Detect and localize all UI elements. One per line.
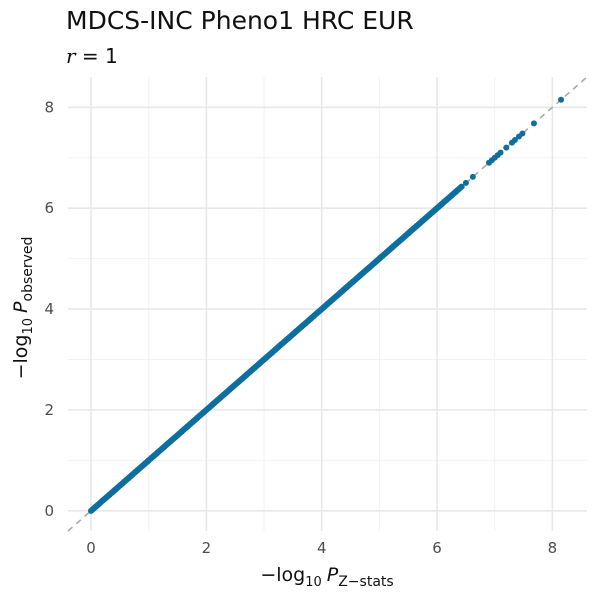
x-tick-label: 4 — [317, 539, 327, 557]
data-point — [458, 183, 465, 190]
y-tick-labels: 0 2 4 6 8 — [44, 98, 54, 520]
y-axis-label-var: P — [10, 301, 32, 313]
data-points — [87, 96, 565, 514]
minor-gridlines — [68, 77, 587, 531]
data-point — [497, 149, 504, 156]
data-point — [503, 144, 510, 151]
x-axis-label-base: 10 — [305, 575, 322, 590]
y-axis-label-sub: observed — [20, 237, 36, 302]
data-point — [469, 173, 476, 180]
x-tick-labels: 0 2 4 6 8 — [86, 539, 557, 557]
data-point — [558, 96, 565, 103]
x-axis-label-prefix: −log — [260, 564, 305, 586]
data-point — [462, 179, 469, 186]
y-axis-label: −log10 Pobserved — [10, 237, 36, 380]
data-point — [511, 137, 518, 144]
x-tick-label: 8 — [548, 539, 558, 557]
y-tick-label: 6 — [44, 199, 54, 217]
chart-title: MDCS-INC Pheno1 HRC EUR — [66, 6, 414, 35]
y-tick-label: 4 — [44, 300, 54, 318]
y-tick-label: 2 — [44, 401, 54, 419]
data-point — [530, 120, 537, 127]
x-tick-label: 2 — [202, 539, 212, 557]
x-axis-label-sub: Z−stats — [338, 574, 393, 590]
major-gridlines — [68, 77, 587, 531]
chart-subtitle: r = 1 — [66, 44, 118, 68]
x-tick-label: 6 — [432, 539, 442, 557]
x-axis-label-var: P — [327, 564, 339, 586]
x-tick-label: 0 — [86, 539, 96, 557]
subtitle-equation: = 1 — [81, 44, 118, 68]
y-axis-label-base: 10 — [21, 318, 36, 335]
x-axis-label: −log10 PZ−stats — [260, 564, 393, 590]
y-tick-label: 0 — [44, 502, 54, 520]
y-axis-label-prefix: −log — [10, 335, 32, 380]
subtitle-variable: r — [66, 44, 76, 68]
data-point — [519, 130, 526, 137]
y-tick-label: 8 — [44, 98, 54, 116]
